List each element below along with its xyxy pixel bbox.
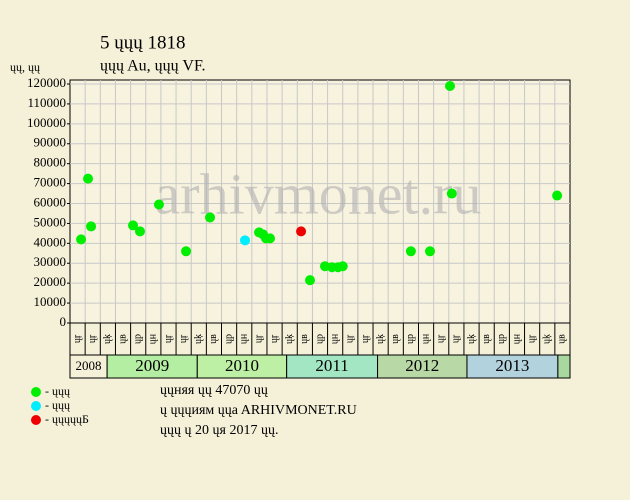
legend-marker bbox=[31, 387, 41, 397]
x-tick-label: ųн bbox=[239, 333, 250, 344]
point bbox=[305, 275, 315, 286]
legend-marker bbox=[31, 415, 41, 425]
x-tick-label: ųķ bbox=[466, 334, 477, 344]
y-tick-label: 100000 bbox=[27, 115, 66, 130]
point bbox=[86, 221, 97, 232]
point bbox=[83, 173, 94, 184]
point bbox=[153, 199, 164, 210]
x-tick-label: ųр bbox=[314, 334, 325, 344]
y-tick-label: 80000 bbox=[34, 155, 67, 170]
x-tick-label: ųķ bbox=[284, 334, 295, 344]
x-tick-label: ųв bbox=[557, 334, 568, 344]
point bbox=[181, 246, 192, 257]
x-tick-label: ųр bbox=[496, 334, 507, 344]
y-tick-label: 90000 bbox=[34, 135, 67, 150]
x-tick-label: ųŗ bbox=[436, 334, 447, 343]
year-label: 2010 bbox=[225, 356, 259, 375]
x-tick-label: ųв bbox=[117, 334, 128, 344]
x-tick-label: ųķ bbox=[102, 334, 113, 344]
point bbox=[265, 233, 275, 244]
y-tick-label: 60000 bbox=[34, 194, 67, 209]
x-tick-label: ųŗ bbox=[72, 334, 83, 343]
y-tick-label: 40000 bbox=[34, 234, 67, 249]
x-tick-label: ųŗ bbox=[526, 334, 537, 343]
x-tick-label: ųр bbox=[132, 334, 143, 344]
y-tick-label: 110000 bbox=[27, 95, 66, 110]
point bbox=[205, 212, 215, 223]
x-tick-label: ųн bbox=[420, 333, 431, 344]
x-tick-label: ųр bbox=[405, 334, 416, 344]
x-tick-label: ųр bbox=[223, 334, 234, 344]
point bbox=[405, 246, 416, 257]
x-tick-label: ųв bbox=[299, 334, 310, 344]
point bbox=[240, 235, 250, 246]
x-tick-label: ųн bbox=[329, 333, 340, 344]
legend-label: - ųųų bbox=[45, 384, 70, 398]
chart-title: 5 ųųų 1818 bbox=[100, 32, 186, 53]
point bbox=[552, 190, 563, 201]
y-tick-label: 10000 bbox=[34, 294, 67, 309]
point bbox=[76, 234, 87, 245]
y-axis-label: ųų, ųų bbox=[10, 60, 40, 74]
month-row bbox=[69, 322, 571, 356]
x-tick-label: ųŗ bbox=[87, 334, 98, 343]
x-tick-label: ųŗ bbox=[360, 334, 371, 343]
x-tick-label: ųн bbox=[148, 333, 159, 344]
y-tick-label: 20000 bbox=[34, 274, 67, 289]
point bbox=[128, 220, 139, 231]
x-tick-label: ųн bbox=[511, 333, 522, 344]
legend-marker bbox=[31, 401, 41, 411]
y-tick-label: 120000 bbox=[27, 75, 66, 90]
point bbox=[135, 226, 145, 237]
x-tick-label: ųв bbox=[390, 334, 401, 344]
chart-subtitle: ųųų Au, ųųų VF. bbox=[100, 58, 206, 75]
x-tick-label: ųв bbox=[481, 334, 492, 344]
x-tick-label: ųķ bbox=[542, 334, 553, 344]
x-tick-label: ųŗ bbox=[254, 334, 265, 343]
point bbox=[296, 226, 307, 237]
year-label: 2013 bbox=[495, 356, 529, 375]
legend-label: - ųųų bbox=[45, 398, 70, 412]
x-tick-label: ųŗ bbox=[163, 334, 174, 343]
y-tick-label: 30000 bbox=[34, 254, 67, 269]
x-tick-label: ųв bbox=[208, 334, 219, 344]
point bbox=[337, 261, 348, 272]
legend-label: - ųųųųųБ bbox=[45, 412, 89, 426]
x-tick-label: ųķ bbox=[375, 334, 386, 344]
x-tick-label: ųķ bbox=[193, 334, 204, 344]
note: ų ųųųиям ųųa ARHIVMONET.RU bbox=[160, 403, 357, 418]
year-label: 2008 bbox=[76, 358, 102, 373]
point bbox=[425, 246, 435, 257]
x-tick-label: ųŗ bbox=[178, 334, 189, 343]
year-label: 2012 bbox=[405, 356, 439, 375]
year-label: 2009 bbox=[135, 356, 169, 375]
y-tick-label: 0 bbox=[60, 314, 67, 329]
note: ųųняя ųų 47070 ųų bbox=[160, 383, 268, 398]
point bbox=[446, 188, 457, 199]
x-tick-label: ųŗ bbox=[345, 334, 356, 343]
y-tick-label: 50000 bbox=[34, 214, 67, 229]
watermark: arhivmonet.ru bbox=[155, 161, 482, 226]
point bbox=[445, 80, 455, 91]
plot-area bbox=[69, 79, 571, 324]
year-band bbox=[557, 354, 571, 379]
year-label: 2011 bbox=[315, 356, 348, 375]
note: ųųų ų 20 ųя 2017 ųų. bbox=[160, 423, 278, 438]
x-tick-label: ųŗ bbox=[451, 334, 462, 343]
y-tick-label: 70000 bbox=[34, 175, 67, 190]
x-tick-label: ųŗ bbox=[269, 334, 280, 343]
